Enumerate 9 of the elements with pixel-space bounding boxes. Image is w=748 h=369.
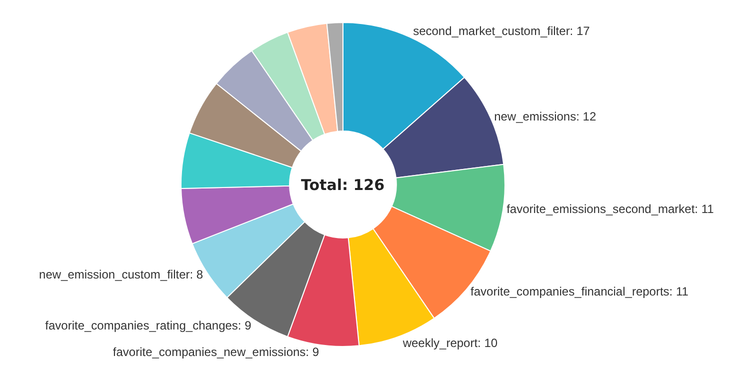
slice-label: new_emissions: 12 — [494, 110, 596, 124]
slice-label: second_market_custom_filter: 17 — [413, 24, 590, 38]
slice-label: weekly_report: 10 — [402, 336, 498, 350]
slice-label: favorite_companies_financial_reports: 11 — [470, 284, 689, 298]
text: Total: 126 — [301, 176, 385, 194]
slice-label: new_emission_custom_filter: 8 — [39, 267, 204, 282]
slice-label: favorite_companies_new_emissions: 9 — [112, 345, 320, 360]
slice-label: favorite_emissions_second_market: 11 — [506, 202, 714, 216]
slice-label: favorite_companies_rating_changes: 9 — [45, 318, 252, 332]
